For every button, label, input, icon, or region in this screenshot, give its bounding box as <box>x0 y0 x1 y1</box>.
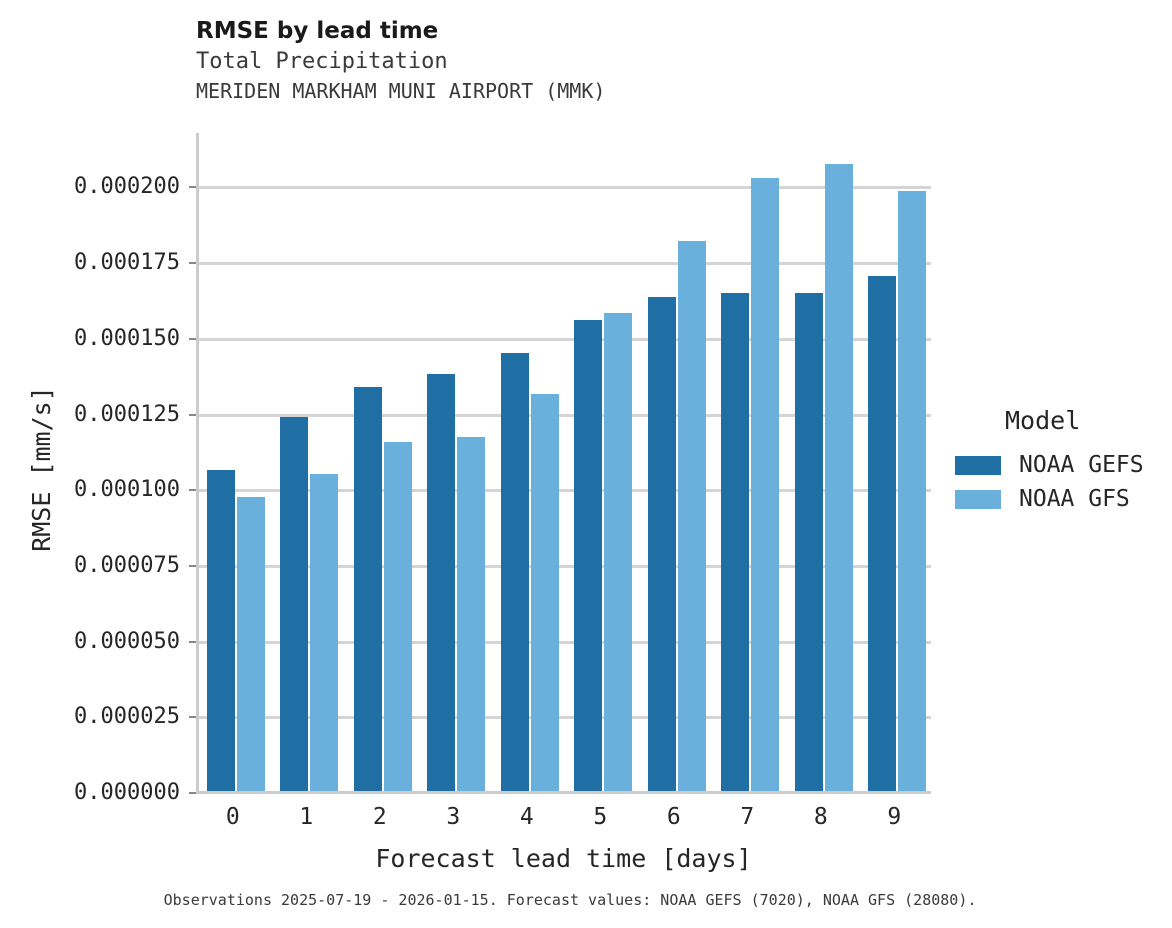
y-tick-mark <box>189 792 196 794</box>
legend-item-label: NOAA GEFS <box>1019 452 1144 478</box>
bar-noaa-gefs-lead-9 <box>868 275 897 793</box>
bar-noaa-gefs-lead-2 <box>353 387 382 793</box>
legend-item[interactable]: NOAA GEFS <box>955 448 1144 482</box>
x-tick-label: 2 <box>372 804 387 830</box>
y-tick-label: 0.000125 <box>74 401 180 427</box>
bar-noaa-gfs-lead-3 <box>457 437 486 793</box>
legend-item-label: NOAA GFS <box>1019 486 1130 512</box>
x-tick-label: 3 <box>446 804 461 830</box>
bar-noaa-gfs-lead-6 <box>677 241 706 793</box>
bar-noaa-gfs-lead-5 <box>604 313 633 793</box>
chart-subtitle: Total Precipitation <box>196 49 448 74</box>
legend: Model NOAA GEFS NOAA GFS <box>955 406 1144 516</box>
y-tick-label: 0.000050 <box>74 628 180 654</box>
x-tick-label: 1 <box>299 804 314 830</box>
bar-noaa-gefs-lead-0 <box>206 470 235 793</box>
y-axis-ticks: 0.000000 0.000025 0.000050 0.000075 0.000100… <box>0 0 196 928</box>
y-tick-mark <box>189 716 196 719</box>
y-axis-title: RMSE [mm/s] <box>27 386 56 552</box>
bars-layer <box>199 133 931 793</box>
legend-swatch-icon <box>955 489 1001 509</box>
bar-noaa-gfs-lead-9 <box>898 191 927 793</box>
y-tick-label: 0.000075 <box>74 552 180 578</box>
y-tick-label: 0.000000 <box>74 780 180 805</box>
y-tick-label: 0.000025 <box>74 704 180 730</box>
y-tick-mark <box>189 337 196 340</box>
y-tick-mark <box>189 413 196 416</box>
bar-noaa-gefs-lead-1 <box>280 417 309 793</box>
y-tick-label: 0.000175 <box>74 250 180 276</box>
y-tick-label: 0.000200 <box>74 174 180 200</box>
bar-noaa-gefs-lead-3 <box>427 374 456 793</box>
x-tick-label: 5 <box>593 804 608 830</box>
bar-noaa-gfs-lead-1 <box>310 474 339 793</box>
bar-noaa-gfs-lead-2 <box>383 442 412 793</box>
x-tick-label: 8 <box>813 804 828 830</box>
y-tick-label: 0.000150 <box>74 325 180 351</box>
bar-noaa-gefs-lead-5 <box>574 320 603 793</box>
legend-items: NOAA GEFS NOAA GFS <box>955 448 1144 516</box>
y-tick-mark <box>189 640 196 643</box>
x-axis-line <box>196 791 931 794</box>
x-tick-label: 6 <box>666 804 681 830</box>
bar-noaa-gfs-lead-8 <box>824 163 853 793</box>
bar-noaa-gfs-lead-0 <box>236 497 265 793</box>
legend-title: Model <box>1005 406 1081 435</box>
x-tick-label: 9 <box>887 804 902 830</box>
y-tick-mark <box>189 564 196 567</box>
x-tick-label: 4 <box>519 804 534 830</box>
bar-noaa-gefs-lead-7 <box>721 292 750 793</box>
plot-area <box>196 133 931 793</box>
y-tick-mark <box>189 262 196 265</box>
page-title: RMSE by lead time <box>196 18 439 44</box>
bar-noaa-gfs-lead-4 <box>530 394 559 793</box>
bar-noaa-gfs-lead-7 <box>751 178 780 793</box>
y-tick-mark <box>189 186 196 189</box>
bar-noaa-gefs-lead-6 <box>647 297 676 793</box>
x-tick-label: 0 <box>225 804 240 830</box>
legend-item[interactable]: NOAA GFS <box>955 482 1144 516</box>
bar-noaa-gefs-lead-8 <box>794 293 823 793</box>
y-tick-label: 0.000100 <box>74 477 180 503</box>
x-axis-title: Forecast lead time [days] <box>375 844 752 873</box>
footnote: Observations 2025-07-19 - 2026-01-15. Fo… <box>163 891 977 909</box>
legend-swatch-icon <box>955 455 1001 475</box>
y-tick-mark <box>189 489 196 492</box>
bar-noaa-gefs-lead-4 <box>500 353 529 793</box>
x-tick-label: 7 <box>740 804 755 830</box>
chart-station-label: MERIDEN MARKHAM MUNI AIRPORT (MMK) <box>196 79 606 103</box>
chart-header: RMSE by lead time Total Precipitation ME… <box>196 16 956 106</box>
